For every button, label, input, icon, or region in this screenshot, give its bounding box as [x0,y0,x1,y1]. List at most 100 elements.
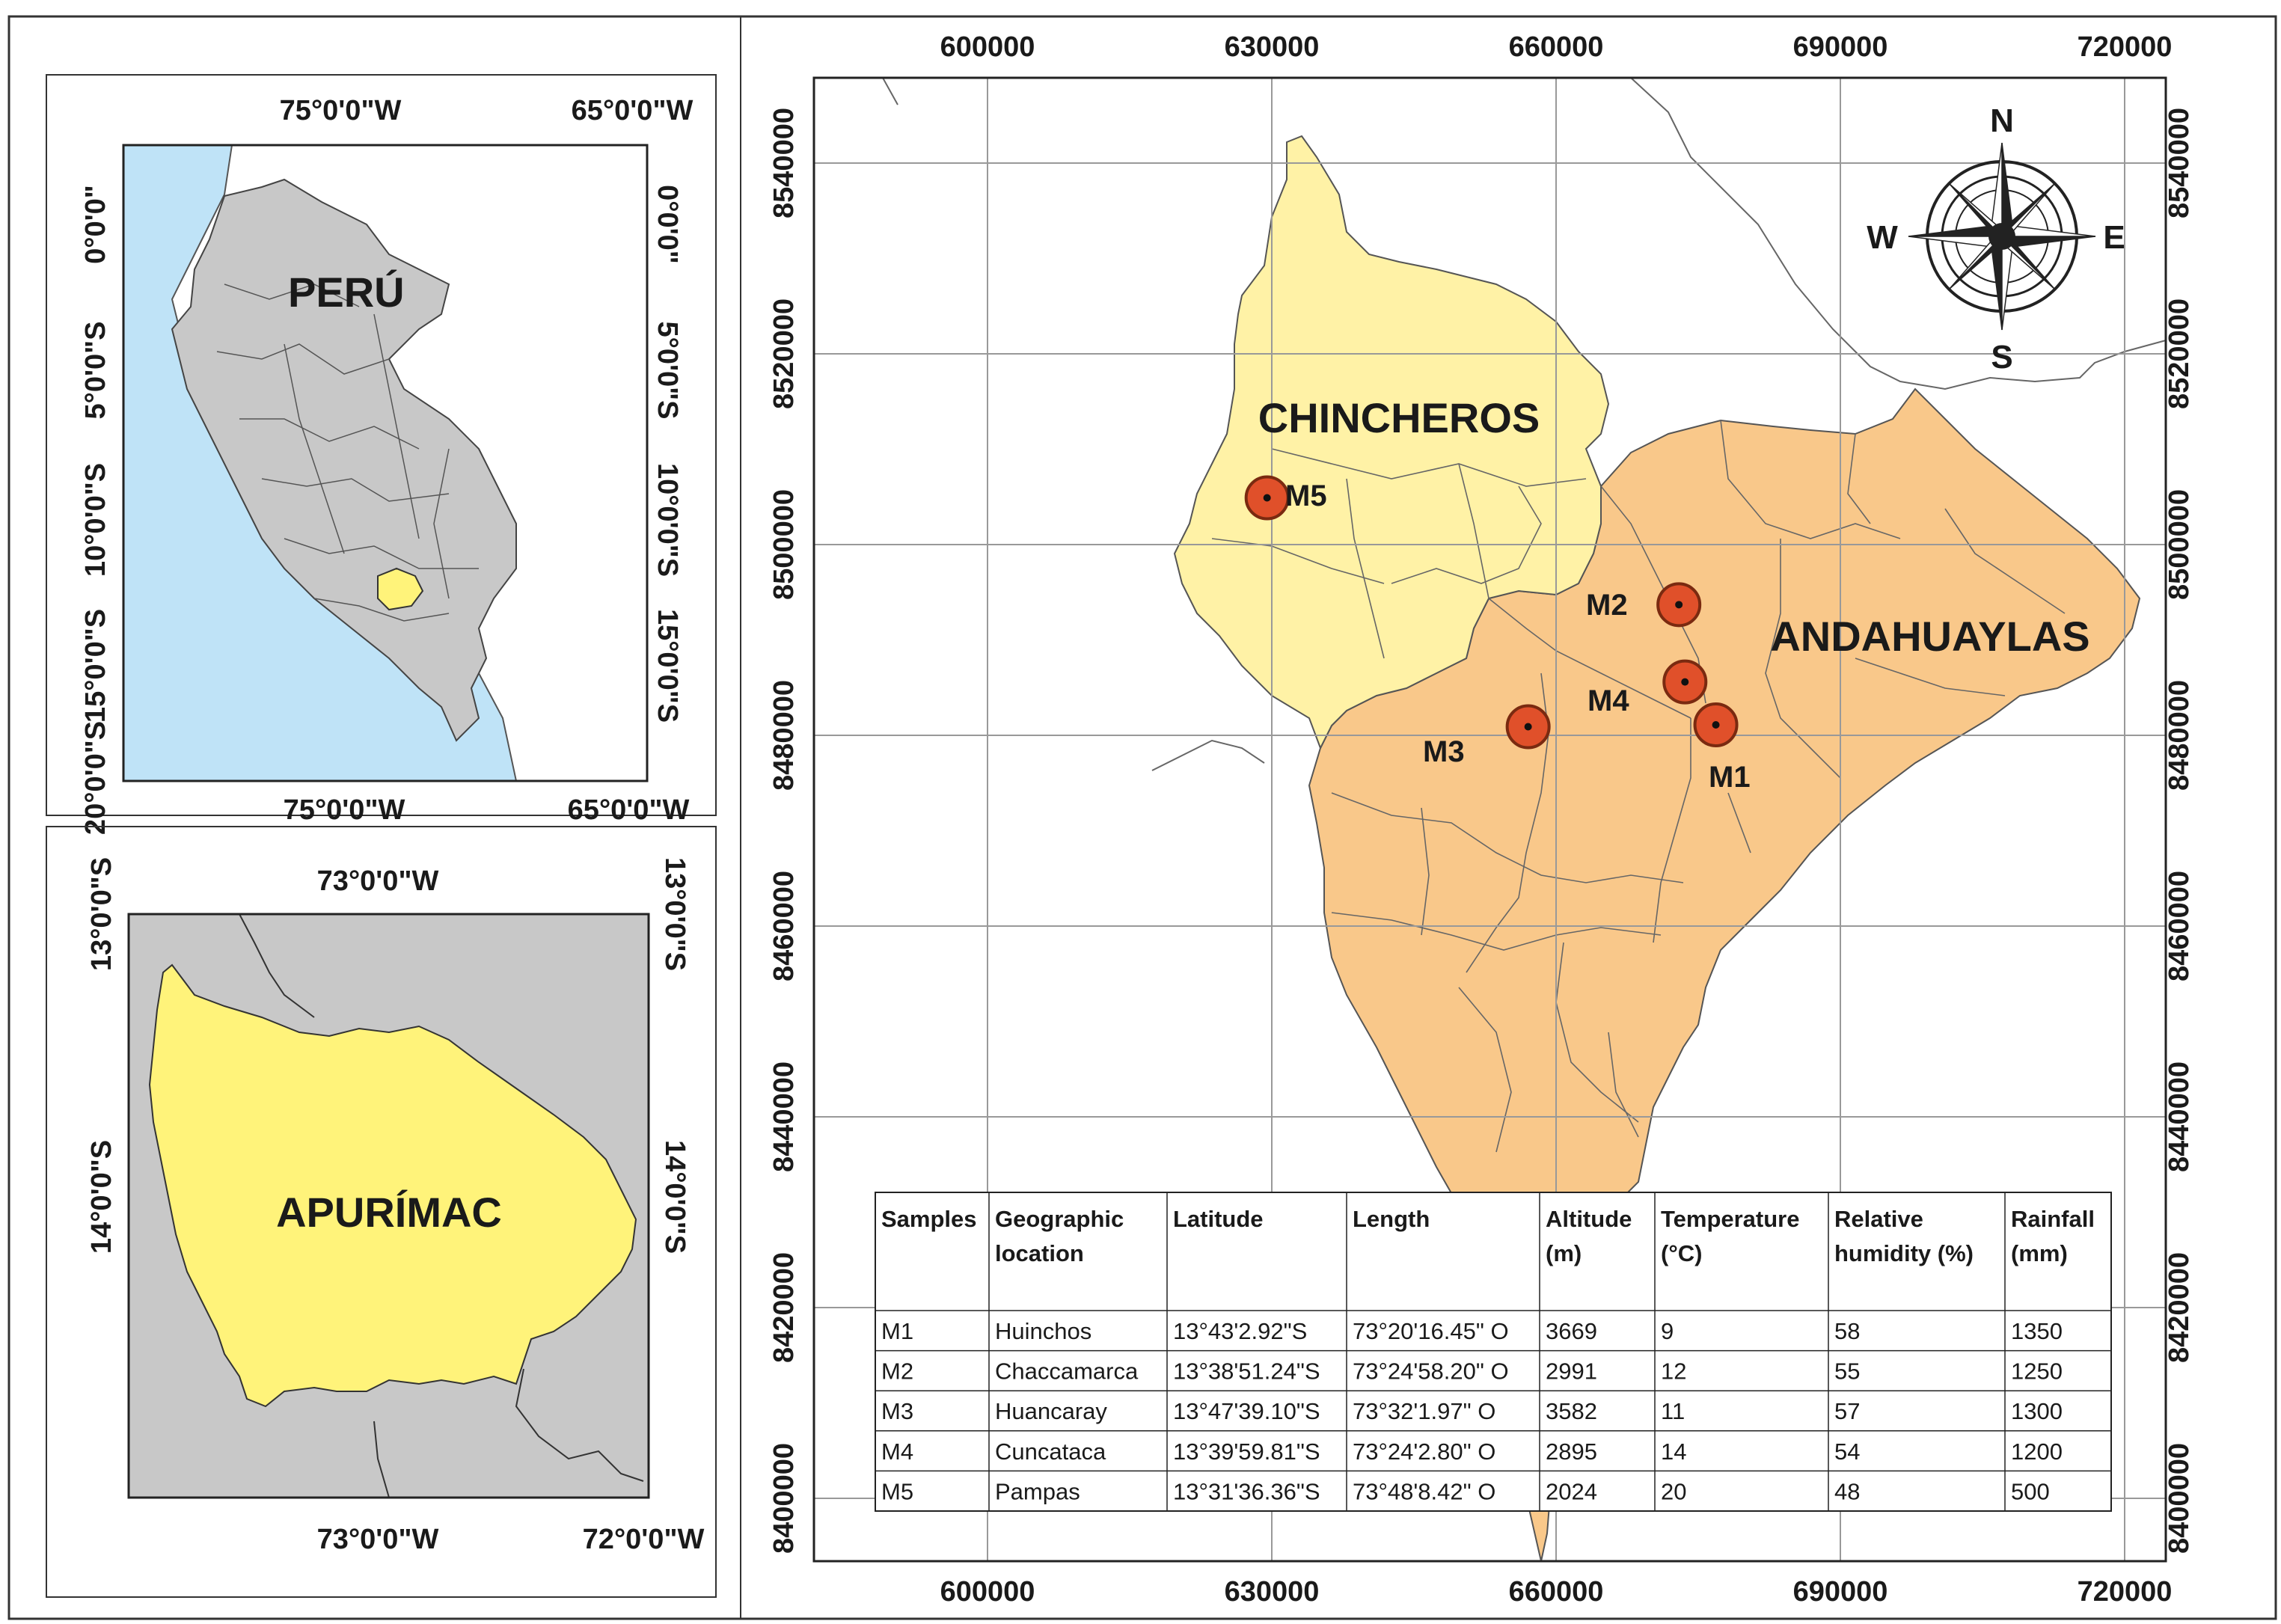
andahuaylas-label: ANDAHUAYLAS [1770,613,2089,660]
table-cell: Chaccamarca [995,1358,1139,1385]
table-header-cell: location [995,1240,1084,1266]
table-cell: 13°43'2.92"S [1173,1318,1307,1344]
peru-left-tick-3: 10°0'0"S [80,463,111,577]
apurimac-region [148,963,637,1408]
table-cell: M1 [881,1318,913,1344]
table-cell: Huinchos [995,1318,1091,1344]
peru-left-tick-4: 15°0'0"S [80,609,111,723]
peru-inset-frame [46,74,717,816]
site-marker-m5 [1244,475,1290,521]
peru-left-tick-2: 5°0'0"S [80,322,111,420]
table-cell: M4 [881,1438,913,1465]
table-cell: Pampas [995,1478,1080,1504]
table-cell: 1300 [2011,1398,2063,1424]
x-tick-bottom-1: 600000 [940,1576,1035,1608]
apurimac-left-tick-1: 13°0'0"S [86,857,117,971]
apurimac-right-tick-2: 14°0'0"S [659,1140,691,1254]
table-cell: 58 [1834,1318,1860,1344]
peru-top-tick-2: 65°0'0"W [572,95,694,126]
table-header-cell: Rainfall [2011,1206,2095,1232]
table-cell: 1200 [2011,1438,2063,1465]
table-cell: Huancaray [995,1398,1107,1424]
apurimac-map-border [127,913,650,1499]
table-cell: 2024 [1546,1478,1597,1504]
compass-s: S [1991,339,2012,376]
x-tick-top-2: 630000 [1225,31,1320,63]
site-labels: M5 M2 M4 M3 M1 [1285,479,1751,794]
x-ticks-bottom: 600000 630000 660000 690000 720000 [940,1576,2173,1608]
table-cell: M3 [881,1398,913,1424]
x-tick-bottom-2: 630000 [1225,1576,1320,1608]
apurimac-bottom-tick-1: 73°0'0"W [317,1524,439,1555]
apurimac-bottom-tick-2: 72°0'0"W [583,1524,705,1555]
table-cell: 13°38'51.24"S [1173,1358,1320,1385]
y-ticks-left: 8540000 8520000 8500000 8480000 8460000 … [768,108,800,1554]
table-cell: 11 [1661,1398,1685,1424]
sample-sites [1244,475,1739,750]
peru-right-tick-4: 15°0'0"S [652,609,683,723]
y-tick-right-7: 8420000 [2164,1252,2195,1363]
peru-label: PERÚ [288,269,405,316]
table-header-cell: Length [1353,1206,1430,1232]
table-cell: 54 [1834,1438,1860,1465]
background-boundaries [882,77,2167,771]
table-cell: 12 [1661,1358,1686,1385]
apurimac-highlight [377,567,424,611]
y-tick-right-2: 8520000 [2164,298,2195,409]
table-header-cell: humidity (%) [1834,1240,1974,1266]
site-label-m2: M2 [1586,589,1628,622]
table-cell: 2991 [1546,1358,1597,1385]
table-cell: 13°31'36.36"S [1173,1478,1320,1504]
main-map-border [812,76,2167,1563]
table-cell: 13°39'59.81"S [1173,1438,1320,1465]
table-cell: 48 [1834,1478,1860,1504]
table-header-cell: Geographic [995,1206,1124,1232]
site-label-m3: M3 [1423,735,1465,768]
apurimac-right-tick-1: 13°0'0"S [659,857,691,971]
site-label-m4: M4 [1587,684,1629,717]
y-ticks-right: 8540000 8520000 8500000 8480000 8460000 … [2164,108,2195,1554]
table-cell: 3582 [1546,1398,1597,1424]
apurimac-label: APURÍMAC [276,1189,502,1236]
peru-inset: PERÚ 75°0'0"W 65°0'0"W 75°0'0"W 65°0'0"W… [46,74,717,835]
table-cell: 20 [1661,1478,1686,1504]
table-cell: 73°24'58.20" O [1353,1358,1509,1385]
table-cell: 57 [1834,1398,1860,1424]
compass-rose-icon: N S E W [1867,102,2125,376]
table-header-cell: Samples [881,1206,977,1232]
table-cell: 73°48'8.42" O [1353,1478,1495,1504]
y-tick-right-8: 8400000 [2164,1443,2195,1554]
site-label-m5: M5 [1285,479,1327,512]
site-label-m1: M1 [1709,761,1751,794]
y-tick-left-4: 8480000 [768,680,800,791]
peru-bottom-tick-1: 75°0'0"W [284,794,405,826]
table-cell: M2 [881,1358,913,1385]
y-tick-left-3: 8500000 [768,489,800,600]
main-map: CHINCHEROS ANDAHUAYLAS M5 M2 M4 M3 M1 [740,16,2277,1620]
chincheros-label: CHINCHEROS [1258,394,1540,441]
table-cell: Cuncataca [995,1438,1106,1465]
apurimac-inset-frame [46,826,717,1598]
peru-right-tick-2: 5°0'0"S [652,322,683,420]
compass-w: W [1867,219,1898,256]
peru-bottom-tick-2: 65°0'0"W [568,794,690,826]
y-tick-right-1: 8540000 [2164,108,2195,218]
y-tick-left-2: 8520000 [768,298,800,409]
y-tick-right-3: 8500000 [2164,489,2195,600]
x-tick-bottom-4: 690000 [1793,1576,1888,1608]
x-tick-top-5: 720000 [2078,31,2173,63]
table-cell: 3669 [1546,1318,1597,1344]
table-background [875,1192,2112,1512]
y-tick-left-6: 8440000 [768,1061,800,1172]
site-marker-m2 [1656,582,1702,628]
table-header-cell: Latitude [1173,1206,1264,1232]
peru-map-border [122,144,649,782]
table-cell: 73°24'2.80" O [1353,1438,1495,1465]
x-tick-top-1: 600000 [940,31,1035,63]
table-header-cell: (mm) [2011,1240,2068,1266]
table-cell: M5 [881,1478,913,1504]
x-tick-top-4: 690000 [1793,31,1888,63]
main-panel-frame [740,16,2277,1620]
peru-top-tick-1: 75°0'0"W [280,95,402,126]
apurimac-inset: APURÍMAC 73°0'0"W 73°0'0"W 72°0'0"W 13°0… [46,826,717,1598]
